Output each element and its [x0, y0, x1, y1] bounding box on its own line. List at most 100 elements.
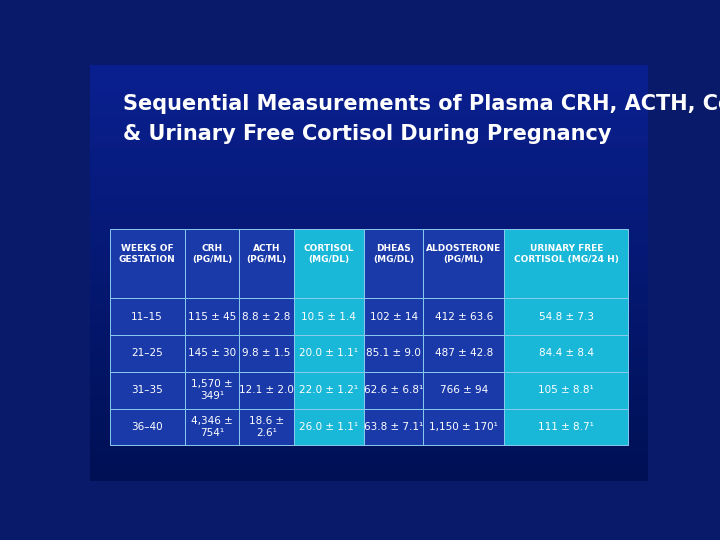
Bar [90, 418, 648, 420]
Bar [90, 217, 648, 219]
Bar [90, 341, 648, 343]
Text: CRH
(PG/ML): CRH (PG/ML) [192, 244, 232, 264]
Bar [239, 298, 294, 335]
Bar [294, 335, 364, 372]
Bar [90, 146, 648, 148]
Bar [90, 322, 648, 325]
Bar [423, 408, 504, 446]
Bar [90, 185, 648, 187]
Bar [90, 210, 648, 212]
Bar [90, 246, 648, 248]
Bar [90, 343, 648, 346]
Bar [90, 279, 648, 281]
Bar [90, 387, 648, 389]
Text: 85.1 ± 9.0: 85.1 ± 9.0 [366, 348, 421, 359]
Text: 766 ± 94: 766 ± 94 [440, 385, 488, 395]
Bar [90, 187, 648, 190]
Bar [90, 131, 648, 133]
Bar [90, 94, 648, 96]
Bar [90, 173, 648, 175]
Bar [90, 289, 648, 292]
Bar [90, 427, 648, 429]
Bar [90, 206, 648, 208]
Bar [504, 229, 629, 298]
Bar [90, 231, 648, 233]
Bar [90, 292, 648, 294]
Bar [364, 408, 423, 446]
Bar [90, 190, 648, 192]
Bar [90, 106, 648, 109]
Text: 4,346 ±
754¹: 4,346 ± 754¹ [191, 416, 233, 438]
Bar [90, 454, 648, 456]
Bar [90, 77, 648, 79]
Bar [90, 435, 648, 437]
Bar [90, 275, 648, 277]
Bar [185, 408, 239, 446]
Bar [90, 377, 648, 379]
Bar [90, 100, 648, 102]
Bar [90, 104, 648, 106]
Bar [90, 260, 648, 262]
Bar [90, 254, 648, 256]
Bar [90, 366, 648, 368]
Bar [90, 446, 648, 447]
Bar [90, 308, 648, 310]
Bar [364, 298, 423, 335]
Bar [90, 158, 648, 160]
Bar [185, 298, 239, 335]
Text: DHEAS
(MG/DL): DHEAS (MG/DL) [373, 244, 414, 264]
Bar [239, 372, 294, 408]
Bar [90, 468, 648, 470]
Bar [239, 408, 294, 446]
Bar [90, 194, 648, 196]
Bar [90, 171, 648, 173]
Text: ALDOSTERONE
(PG/ML): ALDOSTERONE (PG/ML) [426, 244, 501, 264]
Bar [423, 229, 504, 298]
Bar [90, 114, 648, 117]
Text: 18.6 ±
2.6¹: 18.6 ± 2.6¹ [249, 416, 284, 438]
Bar [90, 466, 648, 468]
Bar [90, 339, 648, 341]
Bar [90, 400, 648, 402]
Bar [90, 90, 648, 92]
Bar [504, 298, 629, 335]
Bar [90, 179, 648, 181]
Bar [90, 451, 648, 454]
Text: 63.8 ± 7.1¹: 63.8 ± 7.1¹ [364, 422, 423, 432]
Bar [90, 271, 648, 273]
Bar [90, 360, 648, 362]
Bar [90, 239, 648, 241]
Bar [90, 65, 648, 67]
Bar [423, 372, 504, 408]
Bar [90, 302, 648, 304]
Bar [90, 298, 648, 300]
Text: & Urinary Free Cortisol During Pregnancy: & Urinary Free Cortisol During Pregnancy [124, 124, 612, 144]
Text: 12.1 ± 2.0: 12.1 ± 2.0 [239, 385, 294, 395]
Text: WEEKS OF
GESTATION: WEEKS OF GESTATION [119, 244, 176, 264]
Bar [90, 422, 648, 424]
Bar [90, 266, 648, 268]
Bar [90, 73, 648, 75]
Bar [90, 82, 648, 84]
Bar [90, 416, 648, 418]
Bar [90, 177, 648, 179]
Bar [90, 349, 648, 352]
Bar [294, 408, 364, 446]
Bar [90, 208, 648, 210]
Bar [90, 140, 648, 141]
Bar [90, 362, 648, 364]
Bar [109, 408, 185, 446]
Bar [90, 127, 648, 129]
Bar [90, 443, 648, 446]
Bar [90, 167, 648, 168]
Text: 9.8 ± 1.5: 9.8 ± 1.5 [243, 348, 291, 359]
Bar [90, 281, 648, 283]
Bar [364, 335, 423, 372]
Bar [90, 356, 648, 358]
Bar [90, 241, 648, 244]
Bar [90, 283, 648, 285]
Bar [90, 102, 648, 104]
Bar [90, 98, 648, 100]
Bar [90, 109, 648, 111]
Bar [90, 204, 648, 206]
